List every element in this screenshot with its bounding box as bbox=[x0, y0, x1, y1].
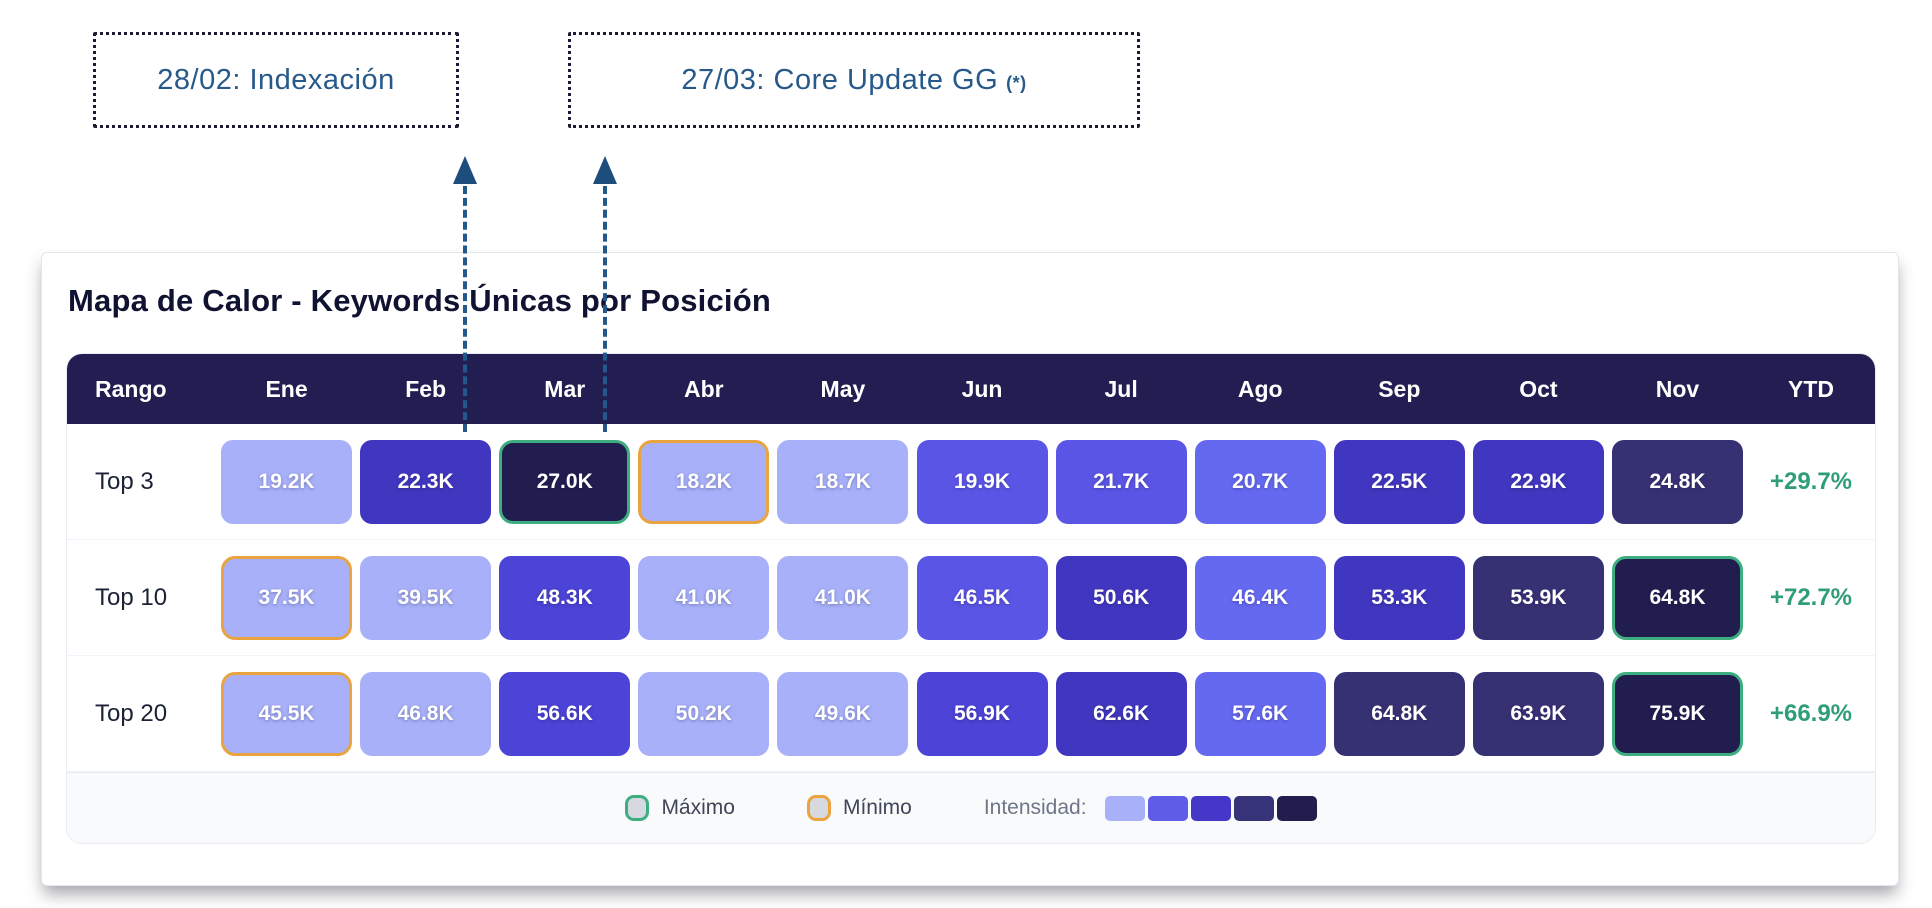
heatmap-cell: 50.6K bbox=[1055, 555, 1187, 640]
heatmap-card: Mapa de Calor - Keywords Únicas por Posi… bbox=[41, 252, 1899, 886]
heatmap-cell: 64.8K bbox=[1333, 671, 1465, 756]
annotation-indexacion: 28/02: Indexación bbox=[93, 32, 459, 128]
heatmap-cell-min: 18.2K bbox=[638, 439, 770, 524]
heatmap-table: Rango Ene Feb Mar Abr May Jun Jul Ago Sep Oct Nov … bbox=[66, 353, 1876, 844]
arrow-up-icon bbox=[593, 156, 617, 184]
row-label: Top 3 bbox=[95, 467, 154, 495]
table-row: Top 10 37.5K 39.5K 48.3K 41.0K 41.0K 46.5K 50.6… bbox=[67, 540, 1875, 656]
column-header-month: Nov bbox=[1655, 375, 1700, 402]
heatmap-cell-max: 27.0K bbox=[499, 439, 631, 524]
arrow-up-icon bbox=[453, 156, 477, 184]
page-title: Mapa de Calor - Keywords Únicas por Posi… bbox=[68, 283, 772, 318]
heatmap-cell: 41.0K bbox=[638, 555, 770, 640]
row-label: Top 10 bbox=[95, 583, 168, 611]
heatmap-cell-max: 75.9K bbox=[1611, 671, 1743, 756]
annotation-indexacion-label: 28/02: Indexación bbox=[157, 63, 395, 96]
ytd-value: +29.7% bbox=[1769, 467, 1853, 495]
legend-maximo: Máximo bbox=[625, 795, 735, 821]
column-header-month: Ago bbox=[1237, 375, 1283, 402]
column-header-month: Jul bbox=[1104, 375, 1138, 402]
heatmap-cell: 20.7K bbox=[1194, 439, 1326, 524]
heatmap-cell: 19.2K bbox=[221, 439, 353, 524]
annotation-core-update-footnote: (*) bbox=[1006, 72, 1027, 93]
ytd-value: +66.9% bbox=[1769, 699, 1853, 727]
heatmap-cell: 19.9K bbox=[916, 439, 1048, 524]
legend-intensity: Intensidad: bbox=[983, 795, 1317, 821]
arrow-dashed-line bbox=[463, 186, 467, 432]
maximo-label: Máximo bbox=[661, 796, 735, 819]
intensity-label: Intensidad: bbox=[983, 796, 1087, 819]
minimo-label: Mínimo bbox=[842, 796, 912, 819]
heatmap-cell: 22.3K bbox=[360, 439, 492, 524]
ytd-value: +72.7% bbox=[1769, 583, 1853, 611]
heatmap-cell: 24.8K bbox=[1611, 439, 1743, 524]
heatmap-cell: 41.0K bbox=[777, 555, 909, 640]
annotation-core-update-label: 27/03: Core Update GG bbox=[681, 63, 999, 96]
column-header-month: Oct bbox=[1519, 375, 1558, 402]
heatmap-cell: 46.8K bbox=[360, 671, 492, 756]
table-body: Top 3 19.2K 22.3K 27.0K 18.2K 18.7K 19.9K 21.7K… bbox=[67, 424, 1875, 772]
column-header-month: May bbox=[820, 375, 866, 402]
column-header-month: Ene bbox=[265, 375, 308, 402]
heatmap-cell: 21.7K bbox=[1055, 439, 1187, 524]
heatmap-cell: 57.6K bbox=[1194, 671, 1326, 756]
column-header-month: Sep bbox=[1378, 375, 1421, 402]
table-header-row: Rango Ene Feb Mar Abr May Jun Jul Ago Sep Oct Nov … bbox=[67, 354, 1875, 424]
table-row: Top 3 19.2K 22.3K 27.0K 18.2K 18.7K 19.9K 21.7K… bbox=[67, 424, 1875, 540]
annotation-core-update: 27/03: Core Update GG (*) bbox=[568, 32, 1140, 128]
heatmap-cell: 63.9K bbox=[1472, 671, 1604, 756]
row-label: Top 20 bbox=[95, 699, 168, 727]
heatmap-cell-min: 45.5K bbox=[221, 671, 353, 756]
intensity-scale bbox=[1104, 795, 1317, 821]
column-header-month: Abr bbox=[684, 375, 724, 402]
heatmap-cell: 53.9K bbox=[1472, 555, 1604, 640]
heatmap-cell: 49.6K bbox=[777, 671, 909, 756]
heatmap-cell: 46.5K bbox=[916, 555, 1048, 640]
heatmap-cell-max: 64.8K bbox=[1611, 555, 1743, 640]
column-header-month: Mar bbox=[544, 375, 586, 402]
intensity-swatch bbox=[1104, 795, 1145, 821]
column-header-month: Jun bbox=[961, 375, 1003, 402]
maximo-chip-icon bbox=[625, 795, 650, 821]
intensity-swatch bbox=[1233, 795, 1274, 821]
heatmap-cell: 22.9K bbox=[1472, 439, 1604, 524]
legend-bar: Máximo Mínimo Intensidad: bbox=[67, 772, 1875, 843]
intensity-swatch bbox=[1190, 795, 1231, 821]
arrow-dashed-line bbox=[603, 186, 607, 432]
heatmap-cell: 48.3K bbox=[499, 555, 631, 640]
heatmap-cell: 53.3K bbox=[1333, 555, 1465, 640]
heatmap-cell: 22.5K bbox=[1333, 439, 1465, 524]
heatmap-cell: 18.7K bbox=[777, 439, 909, 524]
legend-minimo: Mínimo bbox=[806, 795, 912, 821]
heatmap-cell: 56.9K bbox=[916, 671, 1048, 756]
heatmap-cell: 56.6K bbox=[499, 671, 631, 756]
column-header-ytd: YTD bbox=[1788, 375, 1834, 402]
column-header-rango: Rango bbox=[95, 375, 167, 402]
minimo-chip-icon bbox=[806, 795, 831, 821]
heatmap-cell-min: 37.5K bbox=[221, 555, 353, 640]
table-row: Top 20 45.5K 46.8K 56.6K 50.2K 49.6K 56.9K 62.6… bbox=[67, 656, 1875, 772]
heatmap-cell: 50.2K bbox=[638, 671, 770, 756]
heatmap-cell: 62.6K bbox=[1055, 671, 1187, 756]
intensity-swatch bbox=[1276, 795, 1317, 821]
column-header-month: Feb bbox=[405, 375, 447, 402]
intensity-swatch bbox=[1147, 795, 1188, 821]
month-headers: Ene Feb Mar Abr May Jun Jul Ago Sep Oct Nov bbox=[217, 376, 1747, 403]
heatmap-cell: 39.5K bbox=[360, 555, 492, 640]
heatmap-cell: 46.4K bbox=[1194, 555, 1326, 640]
